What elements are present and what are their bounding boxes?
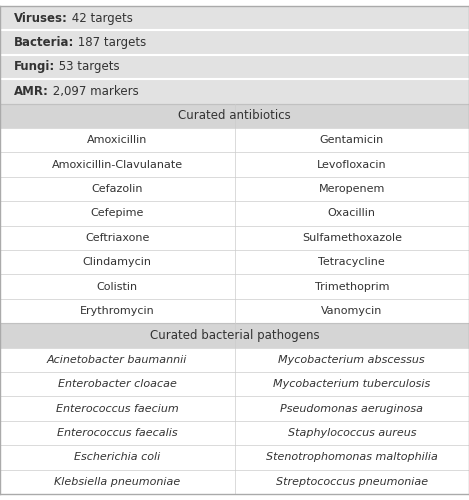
Bar — [0, 250, 469, 274]
Bar — [0, 274, 469, 299]
Bar — [0, 445, 469, 469]
Text: Amoxicillin-Clavulanate: Amoxicillin-Clavulanate — [52, 160, 183, 170]
Bar — [0, 6, 469, 30]
Text: Levofloxacin: Levofloxacin — [317, 160, 386, 170]
Text: Oxacillin: Oxacillin — [328, 208, 376, 218]
Text: Escherichia coli: Escherichia coli — [74, 452, 160, 462]
Text: Gentamicin: Gentamicin — [320, 135, 384, 145]
Text: Mycobacterium tuberculosis: Mycobacterium tuberculosis — [273, 379, 431, 389]
Text: Viruses:: Viruses: — [14, 12, 68, 24]
Text: Sulfamethoxazole: Sulfamethoxazole — [302, 233, 402, 243]
Text: Ceftriaxone: Ceftriaxone — [85, 233, 150, 243]
Text: Trimethoprim: Trimethoprim — [315, 282, 389, 292]
Text: Mycobacterium abscessus: Mycobacterium abscessus — [279, 355, 425, 365]
Text: Enterococcus faecium: Enterococcus faecium — [56, 404, 179, 413]
Text: Streptococcus pneumoniae: Streptococcus pneumoniae — [276, 477, 428, 487]
Text: Acinetobacter baumannii: Acinetobacter baumannii — [47, 355, 188, 365]
Bar — [0, 104, 469, 128]
Bar — [0, 79, 469, 104]
Bar — [0, 372, 469, 396]
Bar — [0, 348, 469, 372]
Text: Klebsiella pneumoniae: Klebsiella pneumoniae — [54, 477, 181, 487]
Bar — [0, 128, 469, 152]
Text: Bacteria:: Bacteria: — [14, 36, 75, 49]
Text: Enterobacter cloacae: Enterobacter cloacae — [58, 379, 177, 389]
Text: Cefepime: Cefepime — [91, 208, 144, 218]
Text: Cefazolin: Cefazolin — [91, 184, 143, 194]
Text: 42 targets: 42 targets — [68, 12, 133, 24]
Bar — [0, 323, 469, 347]
Text: 2,097 markers: 2,097 markers — [49, 85, 139, 98]
Text: 53 targets: 53 targets — [55, 60, 120, 74]
Bar — [0, 55, 469, 79]
Text: Vanomycin: Vanomycin — [321, 306, 382, 316]
Text: Colistin: Colistin — [97, 282, 138, 292]
Text: 187 targets: 187 targets — [75, 36, 147, 49]
Text: Erythromycin: Erythromycin — [80, 306, 155, 316]
Bar — [0, 201, 469, 226]
Text: Curated bacterial pathogens: Curated bacterial pathogens — [150, 329, 319, 342]
Bar — [0, 226, 469, 250]
Bar — [0, 30, 469, 55]
Text: Enterococcus faecalis: Enterococcus faecalis — [57, 428, 178, 438]
Text: Fungi:: Fungi: — [14, 60, 55, 74]
Text: Stenotrophomonas maltophilia: Stenotrophomonas maltophilia — [266, 452, 438, 462]
Text: Pseudomonas aeruginosa: Pseudomonas aeruginosa — [280, 404, 423, 413]
Bar — [0, 421, 469, 445]
Bar — [0, 152, 469, 177]
Bar — [0, 470, 469, 494]
Bar — [0, 299, 469, 323]
Text: Clindamycin: Clindamycin — [83, 257, 152, 267]
Bar — [0, 177, 469, 201]
Text: AMR:: AMR: — [14, 85, 49, 98]
Text: Curated antibiotics: Curated antibiotics — [178, 110, 291, 122]
Text: Meropenem: Meropenem — [318, 184, 385, 194]
Text: Staphylococcus aureus: Staphylococcus aureus — [287, 428, 416, 438]
Text: Tetracycline: Tetracycline — [318, 257, 385, 267]
Bar — [0, 396, 469, 421]
Text: Amoxicillin: Amoxicillin — [87, 135, 147, 145]
